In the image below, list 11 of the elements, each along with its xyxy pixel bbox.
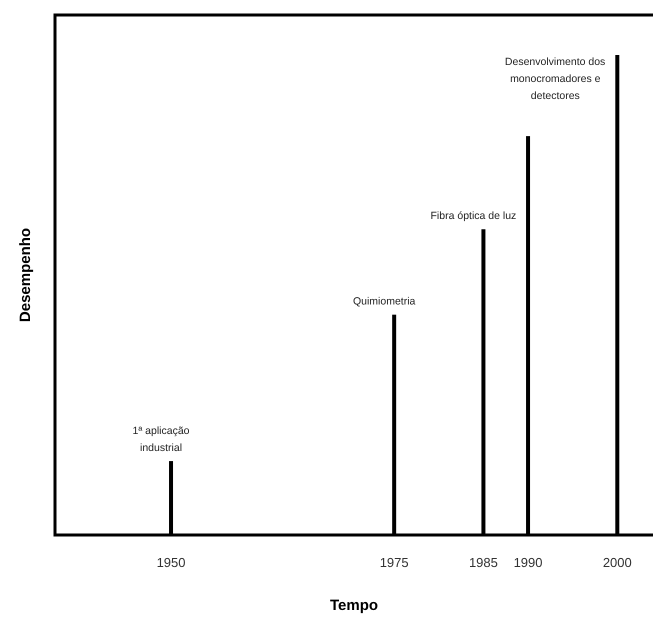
annotation: Quimiometria bbox=[352, 296, 416, 308]
x-tick-label: 1990 bbox=[514, 555, 543, 570]
x-axis-title: Tempo bbox=[330, 597, 378, 614]
y-axis-title: Desempenho bbox=[17, 228, 34, 322]
x-tick-label: 2000 bbox=[602, 555, 632, 570]
annotation: 1ª aplicação industrial bbox=[132, 425, 190, 454]
annotation: Fibra óptica de luz bbox=[430, 210, 516, 222]
annotation: Desenvolvimento dos monocromadores e detectores bbox=[504, 56, 606, 102]
x-tick-label: 1975 bbox=[380, 555, 409, 570]
x-tick-label: 1950 bbox=[156, 555, 186, 570]
x-tick-label: 1985 bbox=[468, 555, 498, 570]
